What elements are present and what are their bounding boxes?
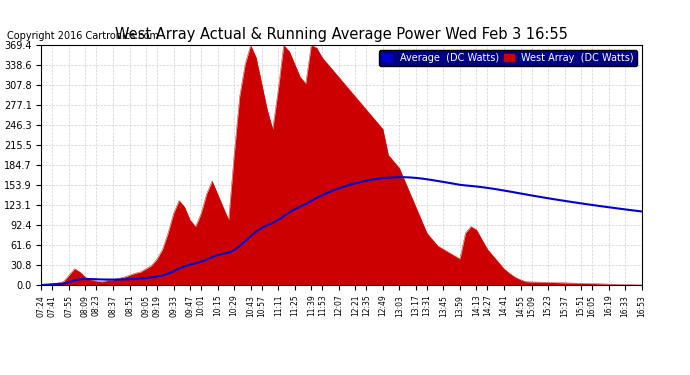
Text: Copyright 2016 Cartronics.com: Copyright 2016 Cartronics.com [7, 32, 159, 41]
Legend: Average  (DC Watts), West Array  (DC Watts): Average (DC Watts), West Array (DC Watts… [380, 50, 637, 66]
Title: West Array Actual & Running Average Power Wed Feb 3 16:55: West Array Actual & Running Average Powe… [115, 27, 568, 42]
